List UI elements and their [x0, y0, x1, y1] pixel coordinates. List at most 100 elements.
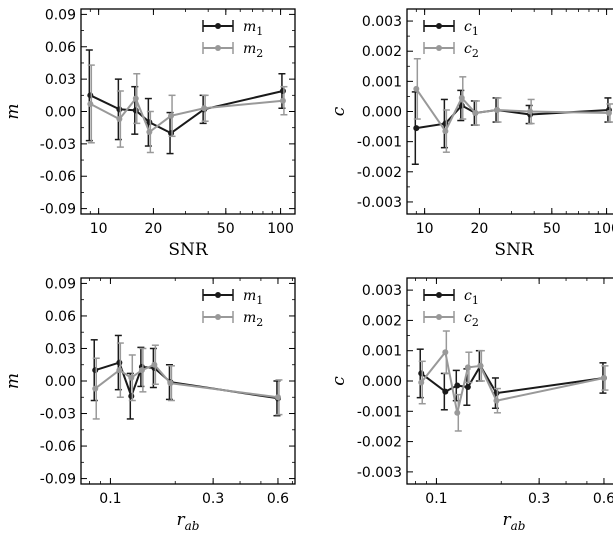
legend-label: m1	[243, 288, 263, 307]
data-point	[413, 125, 420, 132]
x-tick-label: 0.3	[528, 491, 550, 507]
y-tick-label: -0.03	[40, 137, 76, 153]
data-point	[494, 106, 501, 113]
y-tick-label: 0.002	[362, 44, 402, 60]
data-point	[132, 95, 139, 102]
y-axis-label: c	[329, 376, 349, 386]
panel-c-vs-rab: 0.003 0.002 0.001 0.000 -0.001 -0.002 -0.003 0.…	[329, 277, 613, 533]
data-point	[132, 107, 139, 114]
legend-label: c1	[464, 288, 479, 307]
legend-label: m2	[243, 41, 263, 60]
y-tick-label: -0.002	[357, 435, 402, 451]
x-tick-label: 0.6	[593, 491, 613, 507]
data-point	[458, 94, 465, 101]
plot-frame	[80, 277, 296, 485]
x-axis-label: rab	[177, 510, 200, 533]
data-point	[92, 367, 99, 374]
y-tick-label: 0.000	[362, 105, 402, 121]
legend-marker	[436, 45, 442, 51]
data-point	[87, 92, 94, 99]
data-point	[527, 108, 534, 115]
data-point	[472, 110, 479, 117]
data-point	[442, 349, 449, 356]
y-tick-label: -0.003	[357, 465, 402, 481]
legend-marker	[436, 314, 442, 320]
y-tick-label: 0.001	[362, 344, 402, 360]
x-axis-label: SNR	[168, 240, 209, 260]
x-tick-label: 10	[416, 221, 434, 237]
y-tick-label: 0.06	[45, 309, 76, 325]
legend-marker	[436, 292, 442, 298]
data-area	[416, 330, 609, 432]
legend-marker	[215, 23, 221, 29]
data-point	[201, 105, 208, 112]
y-tick-label: 0.06	[45, 40, 76, 56]
data-point	[464, 364, 471, 371]
y-tick-label: 0.003	[362, 283, 402, 299]
x-axis-label: rab	[503, 510, 526, 533]
y-tick-label: 0.002	[362, 313, 402, 329]
data-area	[85, 49, 288, 155]
x-tick-label: 100	[267, 221, 294, 237]
data-point	[116, 106, 123, 113]
y-tick-label: 0.000	[362, 374, 402, 390]
data-point	[279, 88, 286, 94]
legend-marker	[436, 23, 442, 29]
panel-m-vs-rab: 0.09 0.06 0.03 0.00 -0.03 -0.06 -0.09 0.1 0.3 0.6…	[3, 276, 296, 533]
data-point	[274, 394, 281, 401]
data-point	[128, 393, 135, 400]
y-tick-label: -0.06	[40, 169, 76, 185]
data-point	[418, 370, 425, 377]
data-point	[168, 112, 175, 119]
x-tick-label: 0.3	[202, 491, 224, 507]
legend-marker	[215, 45, 221, 51]
x-tick-label: 20	[144, 221, 162, 237]
y-tick-label: 0.001	[362, 74, 402, 90]
data-point	[477, 362, 484, 369]
data-point	[146, 129, 153, 135]
legend-marker	[215, 314, 221, 320]
legend-label: c1	[464, 19, 479, 38]
data-point	[279, 97, 286, 104]
data-point	[151, 361, 158, 368]
x-axis-label: SNR	[494, 240, 535, 260]
data-point	[168, 130, 175, 137]
data-point	[116, 116, 123, 123]
data-point	[418, 379, 425, 386]
panel-m-vs-snr: 0.09 0.06 0.03 0.00 -0.03 -0.06 -0.09 10 20 50 100…	[3, 7, 296, 260]
y-tick-label: 0.09	[45, 7, 76, 23]
x-tick-label: 10	[90, 221, 108, 237]
legend-label: c2	[464, 310, 479, 329]
data-point	[92, 385, 99, 392]
data-point	[116, 367, 123, 374]
x-tick-label: 20	[470, 221, 488, 237]
data-point	[605, 110, 612, 117]
data-point	[167, 380, 174, 387]
y-tick-label: -0.001	[357, 135, 402, 151]
data-point	[116, 359, 123, 366]
data-area	[411, 57, 613, 166]
data-point	[493, 397, 500, 404]
y-tick-label: 0.00	[45, 374, 76, 390]
x-tick-label: 0.1	[99, 491, 121, 507]
series-line-m2	[89, 96, 283, 134]
panel-c-vs-snr: 0.003 0.002 0.001 0.000 -0.001 -0.002 -0.003 10…	[329, 8, 613, 260]
data-point	[87, 100, 94, 107]
y-axis-label: m	[3, 103, 23, 119]
data-point	[454, 409, 461, 416]
x-tick-label: 50	[217, 221, 235, 237]
x-tick-label: 50	[543, 221, 561, 237]
data-point	[454, 382, 461, 389]
y-tick-label: -0.06	[40, 439, 76, 455]
y-tick-label: 0.03	[45, 72, 76, 88]
y-tick-label: -0.001	[357, 404, 402, 420]
data-area	[90, 334, 283, 420]
data-point	[138, 367, 145, 374]
y-tick-label: -0.03	[40, 407, 76, 423]
y-tick-label: -0.003	[357, 195, 402, 211]
data-point	[442, 388, 449, 395]
